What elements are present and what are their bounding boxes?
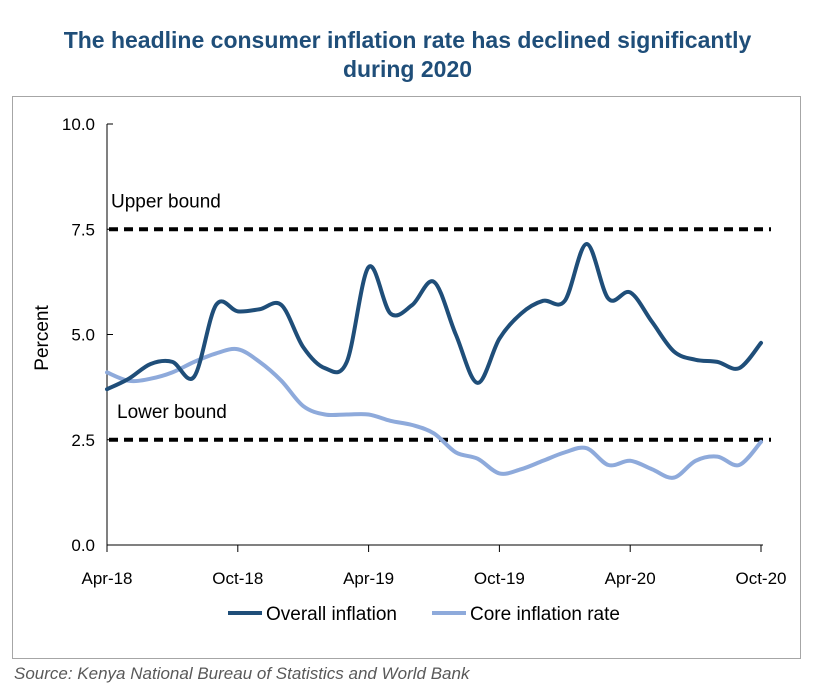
x-tick-label: Apr-20 <box>605 569 656 588</box>
legend-label-core-inflation-rate: Core inflation rate <box>470 604 620 625</box>
series-line-core-inflation-rate <box>105 346 763 480</box>
chart-title-line-2: during 2020 <box>342 56 473 82</box>
reference-label-lower-bound: Lower bound <box>117 402 227 423</box>
x-tick-labels: Apr-18 Oct-18 Apr-19 Oct-19 Apr-20 Oct-20 <box>81 569 786 588</box>
y-tick-labels: 0.0 2.5 5.0 7.5 10.0 <box>62 115 95 555</box>
plot-frame <box>12 96 801 659</box>
x-tick-label: Apr-18 <box>81 569 132 588</box>
series-line-overall-inflation <box>105 241 763 392</box>
x-tick-label: Oct-18 <box>212 569 263 588</box>
y-tick-label: 7.5 <box>71 220 95 239</box>
y-tick-label: 2.5 <box>71 431 95 450</box>
y-tick-label: 5.0 <box>71 326 95 345</box>
reference-label-upper-bound: Upper bound <box>111 191 221 212</box>
legend: Overall inflation Core inflation rate <box>228 604 620 625</box>
series-lines <box>105 241 763 480</box>
chart-title: The headline consumer inflation rate has… <box>0 26 815 84</box>
chart-title-line-1: The headline consumer inflation rate has… <box>63 27 752 53</box>
x-tick-label: Oct-20 <box>735 569 786 588</box>
y-tick-label: 10.0 <box>62 115 95 134</box>
legend-label-overall-inflation: Overall inflation <box>266 604 397 625</box>
y-axis-label: Percent <box>32 305 53 371</box>
source-note: Source: Kenya National Bureau of Statist… <box>14 664 470 683</box>
x-tick-label: Apr-19 <box>343 569 394 588</box>
reference-lines: Upper bound Lower bound <box>109 191 771 442</box>
y-tick-label: 0.0 <box>71 536 95 555</box>
x-tick-label: Oct-19 <box>474 569 525 588</box>
